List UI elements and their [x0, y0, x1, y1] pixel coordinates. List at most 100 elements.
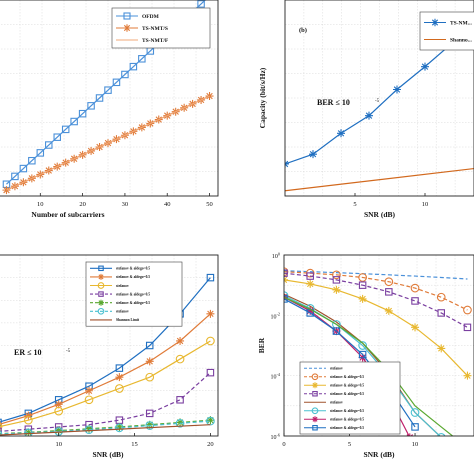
y-tick-label: 100	[272, 251, 280, 260]
legend-marker	[98, 291, 104, 297]
x-axis-label: SNR (dB)	[363, 450, 395, 459]
data-point-3-7	[463, 323, 472, 332]
data-point-2-2	[332, 285, 341, 294]
legend-label: OFDM	[142, 14, 160, 20]
legend-box	[299, 361, 401, 435]
legend-marker	[97, 282, 105, 289]
axes-frame	[283, 254, 474, 437]
y-tick-label-base: 10	[271, 375, 277, 381]
y-tick-label-exp: -2	[277, 312, 281, 317]
legend-label: stefanov & aldego=0.5	[330, 375, 364, 379]
series-line-6	[0, 424, 211, 436]
data-point-0-3	[365, 111, 373, 120]
data-point-2-0	[0, 423, 3, 431]
data-point-1-5	[145, 357, 154, 366]
legend-marker	[98, 273, 104, 280]
series-line-8	[284, 296, 454, 436]
legend: stefanov & aldego=0.5 stefanov & aldego=0…	[85, 261, 183, 327]
legend-marker	[97, 307, 105, 315]
legend-label: stefanov & aldego=0.5	[116, 267, 150, 271]
data-point-7-5	[411, 423, 419, 431]
x-tick-label: 20	[79, 201, 86, 208]
x-axis-label: Number of subcarriers	[31, 210, 104, 219]
legend-label: stefanov & aldego=0.5	[116, 275, 150, 279]
data-point-0-1	[11, 172, 19, 181]
legend-label: stefanov & aldego=0.5	[330, 426, 364, 430]
legend-label: stefanov & aldego=0.5	[330, 418, 364, 422]
data-point-2-5	[145, 372, 155, 382]
series-line-1	[284, 271, 468, 311]
series-line-1	[0, 313, 211, 425]
legend-label: Shannon Limit	[116, 318, 140, 322]
data-point-0-23	[197, 0, 205, 8]
data-point-3-7	[206, 368, 215, 377]
legend: OFDM TS-NMT/S TS-NMT/F	[111, 7, 211, 49]
data-point-0-15	[129, 62, 138, 71]
data-point-5-0	[0, 430, 3, 436]
data-point-1-3	[85, 386, 94, 395]
data-point-2-6	[437, 344, 446, 353]
axes-frame	[284, 0, 474, 197]
legend-marker	[98, 265, 104, 272]
data-point-2-1	[306, 279, 315, 288]
data-point-1-5	[410, 283, 420, 293]
chart-panel-top-left: 10 20 30 40 50 Number of subcarriers OFDM TS-NM…	[0, 0, 219, 219]
data-point-0-2	[19, 164, 28, 173]
series-line-2	[284, 279, 468, 377]
data-point-0-14	[121, 70, 129, 79]
legend-marker	[311, 373, 319, 381]
series-line-0	[284, 270, 468, 280]
legend-marker	[312, 424, 318, 431]
data-point-3-5	[145, 409, 154, 418]
data-point-3-2	[332, 276, 341, 284]
data-point-0-7	[61, 125, 70, 134]
legend-label: stefanov & aldego=0.5	[116, 292, 150, 296]
legend-marker	[123, 24, 131, 32]
x-tick-label: 5	[353, 201, 356, 208]
x-axis-label: SNR (dB)	[364, 210, 396, 219]
y-tick-label: 10-2	[271, 312, 281, 321]
x-axis-label: SNR (dB)	[92, 450, 124, 459]
data-point-2-7	[463, 371, 472, 380]
data-point-0-12	[104, 86, 112, 94]
legend-label: stefanov & aldego=0.5	[330, 409, 364, 413]
legend-label: stefanov & aldego=0.5	[116, 301, 150, 305]
data-point-5-3	[358, 341, 367, 350]
x-tick-label: 40	[164, 201, 171, 208]
legend-label: stefanov & aldego=0.5	[330, 384, 364, 388]
legend-label: Shanno...	[450, 37, 472, 43]
legend-label: TS-NMT/S	[142, 26, 168, 32]
legend-marker	[312, 382, 318, 389]
data-point-0-0	[0, 418, 2, 427]
series-line-1	[285, 167, 474, 192]
data-point-2-7	[206, 336, 215, 346]
legend: TS-NM... Shanno...	[419, 11, 474, 51]
data-point-0-6	[53, 133, 61, 141]
x-tick-label: 10	[422, 201, 429, 208]
data-point-6-1	[306, 306, 315, 315]
series-line-2	[0, 340, 211, 428]
legend-marker	[312, 390, 318, 397]
data-point-5-6	[437, 433, 446, 436]
data-point-2-3	[358, 294, 367, 303]
data-point-0-11	[95, 94, 104, 102]
axes-frame	[0, 0, 219, 197]
data-point-1-3	[358, 273, 367, 282]
data-point-1-7	[463, 305, 472, 315]
data-point-0-9	[78, 109, 87, 118]
data-point-0-10	[87, 102, 95, 110]
data-point-4-3	[85, 424, 94, 433]
annotation-ber-exp: -5	[375, 99, 380, 104]
data-point-5-6	[175, 418, 185, 428]
data-point-5-5	[145, 421, 155, 430]
data-point-3-0	[284, 269, 288, 277]
data-point-0-4	[115, 364, 124, 372]
x-tick-label: 10	[37, 201, 44, 208]
legend-label: stefanov	[330, 401, 343, 405]
panel-label: (b)	[299, 27, 307, 34]
x-tick-label: 50	[206, 201, 213, 208]
data-point-0-16	[138, 55, 146, 63]
data-point-0-4	[36, 149, 45, 157]
y-tick-label-exp: 0	[278, 251, 280, 256]
